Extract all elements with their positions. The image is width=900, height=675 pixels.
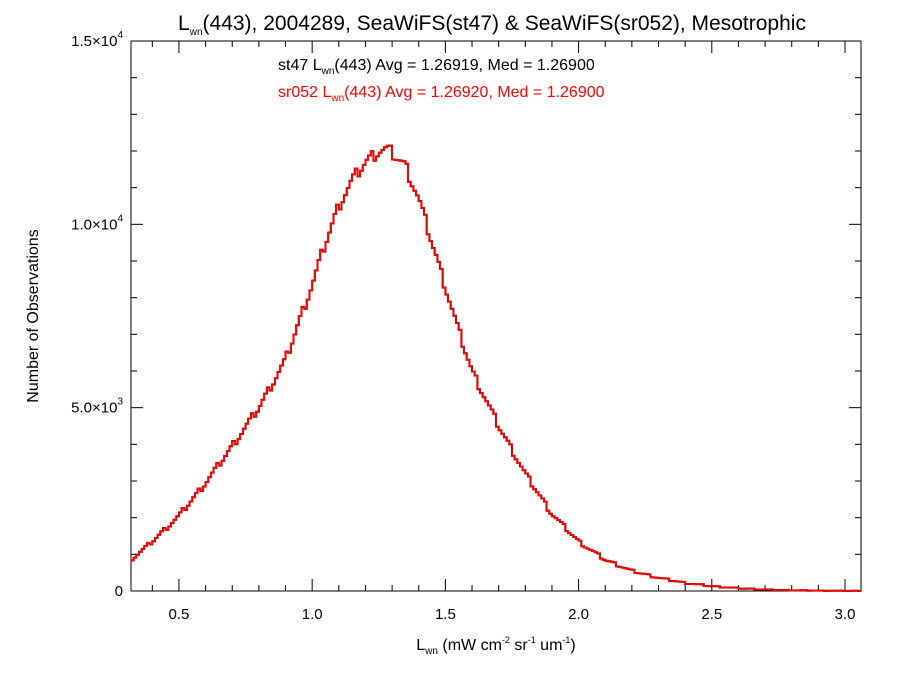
x-tick-label: 0.5: [169, 606, 190, 623]
x-tick-label: 2.0: [568, 606, 589, 623]
y-tick-label: 5.0×103: [71, 397, 123, 417]
x-tick-label: 1.5: [435, 606, 456, 623]
y-tick-label: 1.5×104: [71, 30, 123, 50]
series-st47-line: [131, 144, 861, 592]
x-axis-ticks: 0.5 1.0 1.5 2.0 2.5 3.0: [151, 41, 856, 623]
y-axis-label: Number of Observations: [25, 229, 42, 402]
y-axis-ticks: 0 5.0×103 1.0×104 1.5×104: [71, 30, 861, 600]
series-layer: [131, 144, 861, 592]
annotation-st47: st47 Lwn(443) Avg = 1.26919, Med = 1.269…: [278, 57, 595, 77]
x-axis-label: Lwn (mW cm-2 sr-1 um-1): [416, 635, 576, 657]
annotation-sr052: sr052 Lwn(443) Avg = 1.26920, Med = 1.26…: [278, 84, 605, 104]
y-tick-label: 0: [115, 583, 123, 600]
series-sr052-line: [131, 144, 861, 592]
plot-frame: [130, 40, 862, 592]
x-tick-label: 1.0: [302, 606, 323, 623]
x-tick-label: 2.5: [701, 606, 722, 623]
x-tick-label: 3.0: [835, 606, 856, 623]
chart-title: Lwn(443), 2004289, SeaWiFS(st47) & SeaWi…: [178, 12, 806, 38]
y-tick-label: 1.0×104: [71, 213, 123, 233]
